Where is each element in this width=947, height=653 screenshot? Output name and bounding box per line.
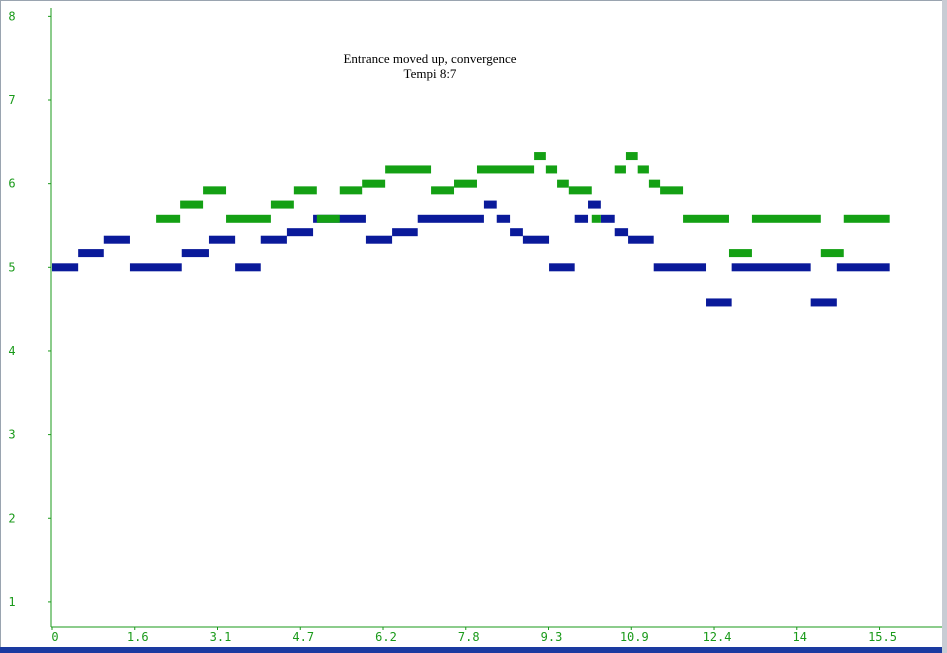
note xyxy=(129,263,182,272)
x-tick-label: 7.8 xyxy=(458,630,480,644)
note xyxy=(728,249,752,258)
x-tick-label: 3.1 xyxy=(210,630,232,644)
note xyxy=(156,214,181,223)
x-tick-label: 12.4 xyxy=(703,630,732,644)
note xyxy=(591,214,601,223)
window-edge xyxy=(0,647,947,653)
note xyxy=(810,298,837,307)
note xyxy=(208,235,236,244)
note xyxy=(476,165,535,174)
note xyxy=(628,235,654,244)
note xyxy=(751,214,821,223)
note xyxy=(545,165,558,174)
y-tick-label: 2 xyxy=(8,511,15,525)
window-edge xyxy=(942,0,947,653)
note xyxy=(180,200,204,209)
note xyxy=(510,228,523,237)
note xyxy=(653,263,707,272)
note xyxy=(614,228,629,237)
note xyxy=(648,179,661,188)
note xyxy=(260,235,287,244)
note xyxy=(103,235,130,244)
x-tick-label: 1.6 xyxy=(127,630,149,644)
x-tick-label: 9.3 xyxy=(541,630,563,644)
note xyxy=(496,214,511,223)
note xyxy=(836,263,890,272)
note xyxy=(52,263,79,272)
note xyxy=(660,186,684,195)
note xyxy=(339,186,363,195)
note xyxy=(557,179,569,188)
note xyxy=(385,165,432,174)
x-tick-label: 6.2 xyxy=(375,630,397,644)
note xyxy=(637,165,649,174)
note xyxy=(392,228,418,237)
note xyxy=(226,214,271,223)
y-tick-label: 7 xyxy=(8,93,15,107)
note xyxy=(706,298,732,307)
note xyxy=(270,200,294,209)
x-tick-label: 10.9 xyxy=(620,630,649,644)
y-tick-label: 6 xyxy=(8,177,15,191)
x-tick-label: 14 xyxy=(793,630,807,644)
note xyxy=(483,200,497,209)
note xyxy=(625,152,638,161)
y-tick-label: 1 xyxy=(8,595,15,609)
note xyxy=(568,186,592,195)
note xyxy=(549,263,575,272)
note xyxy=(286,228,314,237)
note xyxy=(574,214,589,223)
y-tick-label: 3 xyxy=(8,428,15,442)
note xyxy=(843,214,890,223)
note xyxy=(600,214,615,223)
note xyxy=(534,152,546,161)
y-tick-label: 8 xyxy=(8,9,15,23)
note xyxy=(203,186,227,195)
x-tick-label: 0 xyxy=(51,630,58,644)
chart-subtitle: Tempi 8:7 xyxy=(404,66,457,81)
y-tick-label: 4 xyxy=(8,344,15,358)
note xyxy=(820,249,844,258)
note xyxy=(293,186,317,195)
note xyxy=(417,214,484,223)
note xyxy=(588,200,601,209)
note xyxy=(78,249,104,258)
chart-title: Entrance moved up, convergence xyxy=(343,51,516,66)
x-tick-label: 15.5 xyxy=(868,630,897,644)
note xyxy=(522,235,550,244)
x-tick-label: 4.7 xyxy=(292,630,314,644)
note xyxy=(181,249,209,258)
note xyxy=(683,214,729,223)
note xyxy=(235,263,261,272)
y-tick-label: 5 xyxy=(8,260,15,274)
note xyxy=(431,186,455,195)
note xyxy=(316,214,340,223)
note xyxy=(731,263,811,272)
note xyxy=(365,235,393,244)
note xyxy=(362,179,386,188)
note xyxy=(614,165,626,174)
note xyxy=(454,179,477,188)
